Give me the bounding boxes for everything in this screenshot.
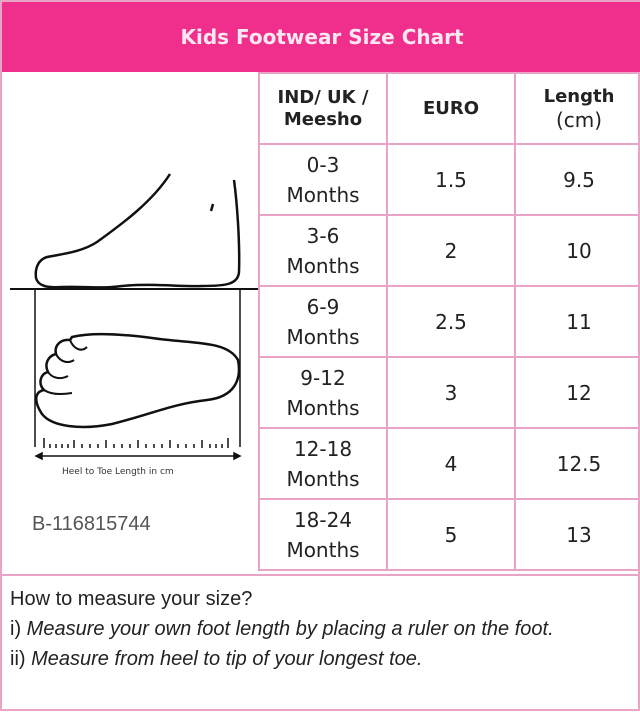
table-row: 3-6 Months 2 10 bbox=[258, 214, 640, 287]
illustration-caption: Heel to Toe Length in cm bbox=[62, 467, 174, 477]
cell-length: 12 bbox=[514, 356, 640, 429]
cell-length: 13 bbox=[514, 498, 640, 571]
cell-size: 0-3 Months bbox=[258, 143, 388, 216]
cell-euro: 2 bbox=[386, 214, 516, 287]
cell-euro: 5 bbox=[386, 498, 516, 571]
cell-size: 3-6 Months bbox=[258, 214, 388, 287]
header-length: Length (cm) bbox=[514, 72, 640, 145]
table-row: 9-12 Months 3 12 bbox=[258, 356, 640, 429]
cell-euro: 4 bbox=[386, 427, 516, 500]
table-row: 0-3 Months 1.5 9.5 bbox=[258, 143, 640, 216]
measurement-instructions: How to measure your size? i) Measure you… bbox=[2, 574, 640, 713]
table-row: 6-9 Months 2.5 11 bbox=[258, 285, 640, 358]
cell-length: 12.5 bbox=[514, 427, 640, 500]
cell-length: 9.5 bbox=[514, 143, 640, 216]
step-1-text: Measure your own foot length by placing … bbox=[26, 618, 554, 640]
chart-title: Kids Footwear Size Chart bbox=[2, 2, 640, 72]
cell-euro: 2.5 bbox=[386, 285, 516, 358]
step-2-prefix: ii) bbox=[10, 648, 32, 670]
instruction-step-1: i) Measure your own foot length by placi… bbox=[10, 614, 634, 644]
instructions-heading: How to measure your size? bbox=[10, 588, 253, 610]
cell-size: 12-18 Months bbox=[258, 427, 388, 500]
step-1-prefix: i) bbox=[10, 618, 27, 640]
step-2-text: Measure from heel to tip of your longest… bbox=[31, 648, 423, 670]
instruction-step-2: ii) Measure from heel to tip of your lon… bbox=[10, 644, 634, 674]
ruler-icon bbox=[34, 438, 242, 461]
cell-size: 6-9 Months bbox=[258, 285, 388, 358]
header-size: IND/ UK / Meesho bbox=[258, 72, 388, 145]
cell-length: 11 bbox=[514, 285, 640, 358]
size-table: IND/ UK / Meesho EURO Length (cm) 0-3 Mon… bbox=[258, 72, 640, 571]
foot-side-view-icon bbox=[34, 173, 241, 289]
foot-top-view-icon bbox=[35, 332, 241, 429]
length-label: Length bbox=[543, 85, 615, 107]
cell-length: 10 bbox=[514, 214, 640, 287]
length-unit: (cm) bbox=[555, 107, 603, 132]
cell-euro: 1.5 bbox=[386, 143, 516, 216]
header-euro: EURO bbox=[386, 72, 516, 145]
watermark: B-116815744 bbox=[32, 513, 151, 535]
table-row: 18-24 Months 5 13 bbox=[258, 498, 640, 571]
cell-size: 9-12 Months bbox=[258, 356, 388, 429]
cell-euro: 3 bbox=[386, 356, 516, 429]
foot-measurement-illustration: Heel to Toe Length in cm B-116815744 bbox=[2, 72, 258, 574]
cell-size: 18-24 Months bbox=[258, 498, 388, 571]
table-row: 12-18 Months 4 12.5 bbox=[258, 427, 640, 500]
table-header-row: IND/ UK / Meesho EURO Length (cm) bbox=[258, 72, 640, 145]
